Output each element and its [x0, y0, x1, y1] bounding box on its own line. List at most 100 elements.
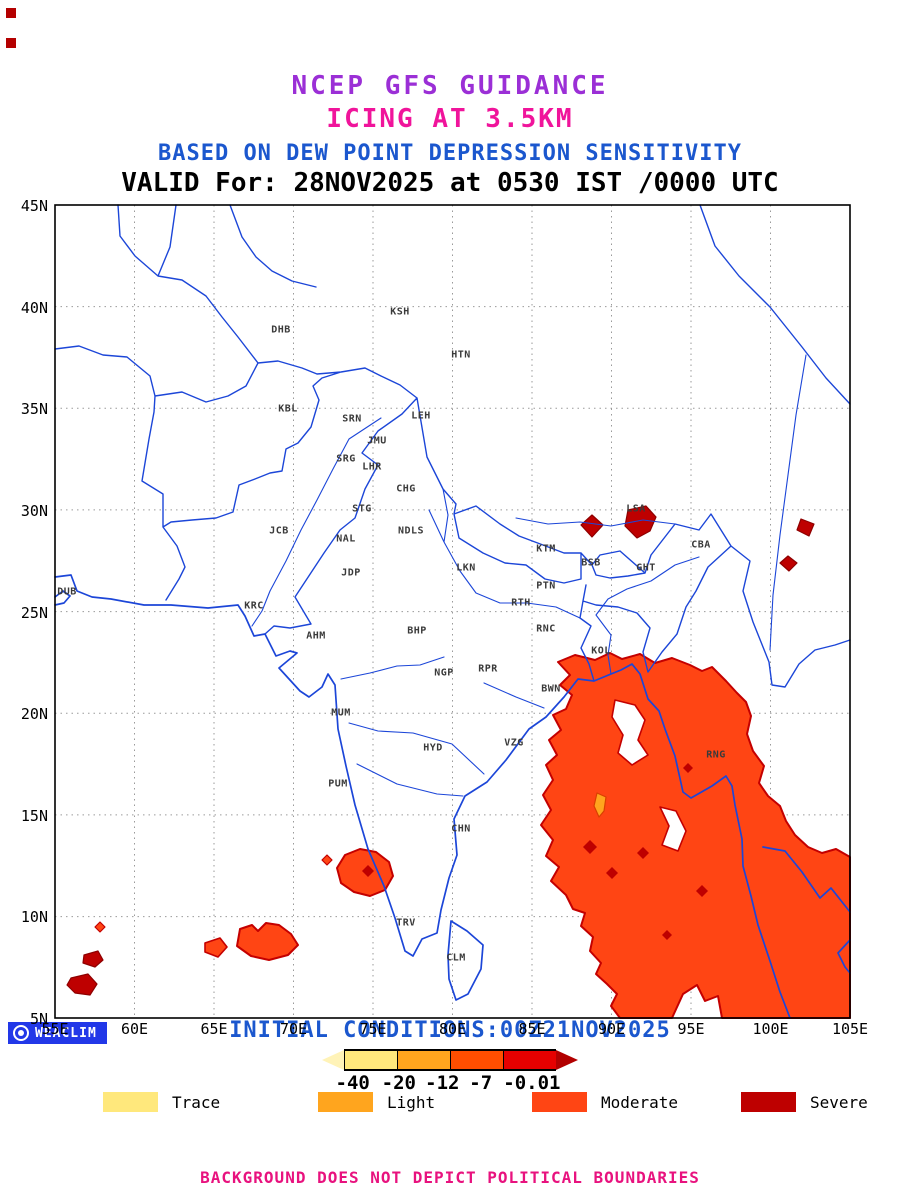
- y-axis-label: 20N: [20, 705, 48, 724]
- legend-label: Severe: [810, 1092, 868, 1112]
- city-label: KOL: [591, 645, 611, 657]
- colorbar-tick-label: -7: [469, 1072, 493, 1094]
- icing-severe-speck: [362, 865, 374, 877]
- city-label: AHM: [306, 630, 326, 642]
- city-label: VZG: [504, 737, 524, 749]
- x-axis-label: 75E: [359, 1020, 387, 1038]
- colorbar-right-arrow: [556, 1050, 578, 1070]
- gridlines: [55, 205, 850, 1018]
- title-model: NCEP GFS GUIDANCE: [291, 71, 609, 101]
- x-axis-label: 55E: [41, 1020, 69, 1038]
- city-label: STG: [352, 503, 372, 515]
- y-axis-label: 35N: [20, 400, 48, 419]
- icing-severe-patch: [796, 518, 815, 537]
- legend-swatch: [532, 1092, 587, 1112]
- legend-label: Moderate: [601, 1092, 679, 1112]
- city-label: HTN: [451, 349, 471, 361]
- x-axis-label: 100E: [752, 1020, 789, 1038]
- legend-item: Moderate: [532, 1092, 678, 1112]
- colorbar-tick-label: -20: [381, 1072, 416, 1094]
- city-label: RTH: [511, 597, 531, 609]
- icing-severe-patch: [624, 505, 657, 539]
- city-label: NAL: [336, 533, 356, 545]
- city-label: JMU: [367, 435, 387, 447]
- icing-moderate-patch: [236, 922, 299, 961]
- footer-disclaimer: BACKGROUND DOES NOT DEPICT POLITICAL BOU…: [200, 1168, 700, 1187]
- y-axis-label: 15N: [20, 806, 48, 825]
- city-label: CLM: [446, 952, 466, 964]
- icing-regions: [66, 505, 851, 1019]
- city-label: KRC: [244, 600, 264, 612]
- icing-hole: [659, 806, 687, 852]
- icing-hole: [611, 699, 649, 766]
- city-label: LHR: [362, 461, 382, 473]
- legend-row: Trace Light Moderate Severe: [0, 1092, 900, 1118]
- initial-conditions: INITIAL CONDITIONS:00Z21NOV2025: [229, 1018, 671, 1043]
- x-axis-label: 80E: [438, 1020, 467, 1038]
- city-label: PTN: [536, 580, 556, 592]
- colorbar-segment: [503, 1049, 556, 1071]
- city-label: GHT: [636, 562, 656, 574]
- map-area: 45N 40N 35N 30N 25N 20N 15N 10N 5N 55E 60E 65E 70E 75…: [0, 195, 900, 1055]
- city-label: LKN: [456, 562, 476, 574]
- city-label: LSA: [626, 503, 646, 515]
- legend-swatch: [741, 1092, 796, 1112]
- city-label: SRN: [342, 413, 362, 425]
- city-label: HYD: [423, 742, 443, 754]
- city-label: LEH: [411, 410, 431, 422]
- x-axis-label: 85E: [518, 1020, 546, 1038]
- title-product: ICING AT 3.5KM: [326, 103, 574, 134]
- icing-severe-patch: [66, 973, 98, 996]
- rivers: [251, 354, 807, 797]
- legend-swatch: [318, 1092, 373, 1112]
- registration-mark: [6, 8, 16, 18]
- title-method: BASED ON DEW POINT DEPRESSION SENSITIVIT…: [157, 140, 743, 166]
- x-axis-label: 90E: [597, 1020, 626, 1038]
- city-label: DHB: [271, 324, 291, 336]
- y-axis-label: 10N: [20, 908, 48, 927]
- weaclim-badge: WEACLIM: [8, 1022, 107, 1044]
- legend-swatch: [103, 1092, 158, 1112]
- y-axis-label: 40N: [20, 298, 48, 317]
- legend-label: Trace: [172, 1092, 221, 1112]
- legend-label: Light: [387, 1092, 436, 1112]
- map-frame: [54, 204, 851, 1019]
- icing-light-spot: [593, 792, 607, 818]
- city-label: CHG: [396, 483, 416, 495]
- city-label: SRG: [336, 453, 356, 465]
- city-label: KTM: [536, 543, 556, 555]
- y-axis-label: 45N: [20, 197, 48, 215]
- icing-severe-specks: [583, 763, 708, 940]
- x-axis-label: 65E: [200, 1020, 228, 1038]
- weaclim-logo-icon: [13, 1025, 29, 1041]
- legend-item: Light: [318, 1092, 435, 1112]
- city-label: PUM: [328, 778, 348, 790]
- icing-moderate-patch: [204, 937, 228, 958]
- legend-item: Trace: [103, 1092, 220, 1112]
- y-axis-label: 25N: [20, 603, 48, 622]
- icing-moderate-speck: [321, 854, 333, 866]
- coastline: [54, 574, 851, 1019]
- city-label: BSB: [581, 557, 601, 569]
- icing-moderate-speck: [94, 921, 106, 933]
- map-svg: [54, 204, 851, 1019]
- colorbar-segment: [344, 1049, 397, 1071]
- city-label: KBL: [278, 403, 298, 415]
- city-label: CHN: [451, 823, 471, 835]
- city-label: TRV: [396, 917, 416, 929]
- legend-item: Severe: [741, 1092, 868, 1112]
- city-label: MUM: [331, 707, 351, 719]
- icing-severe-patch: [779, 555, 798, 572]
- weaclim-label: WEACLIM: [35, 1025, 97, 1041]
- city-label: KSH: [390, 306, 410, 318]
- colorbar-left-arrow: [322, 1050, 344, 1070]
- city-label: DUB: [57, 586, 77, 598]
- x-axis-label: 70E: [279, 1020, 308, 1038]
- city-label: NDLS: [397, 525, 425, 537]
- colorbar-bar: [322, 1049, 578, 1071]
- city-label: BWN: [541, 683, 561, 695]
- borders: [54, 204, 851, 688]
- city-label: CBA: [691, 539, 711, 551]
- x-axis-label: 95E: [677, 1020, 705, 1038]
